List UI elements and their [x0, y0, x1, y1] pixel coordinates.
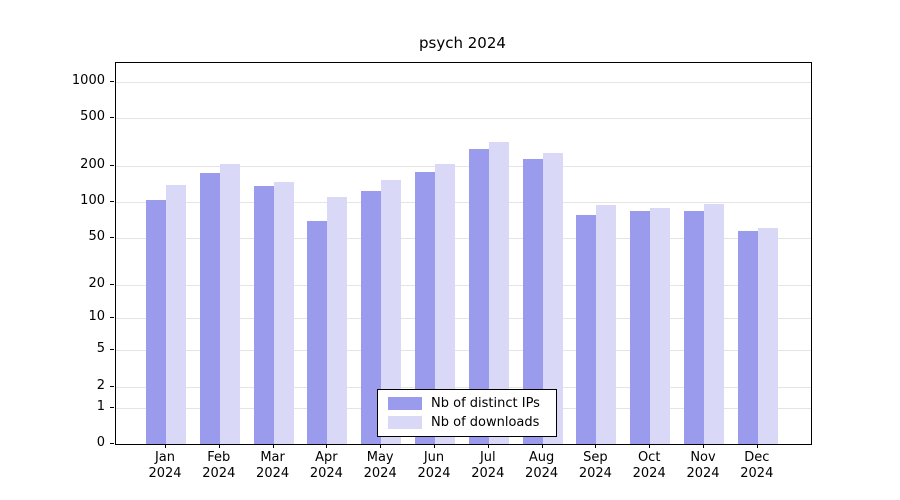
gridline	[116, 118, 811, 120]
x-tick-mark	[595, 444, 597, 448]
bar-downloads	[650, 207, 671, 444]
bar-downloads	[166, 184, 186, 444]
x-tick-label: Oct 2024	[632, 450, 666, 481]
gridline	[116, 284, 811, 286]
bar-distinct-ips	[468, 148, 489, 444]
y-tick-mark	[110, 385, 114, 387]
x-tick-label: Nov 2024	[686, 450, 720, 481]
chart-title: psych 2024	[419, 34, 506, 52]
y-tick-label: 5	[96, 341, 105, 357]
x-tick-label: Jun 2024	[417, 450, 451, 481]
x-tick-label: Dec 2024	[740, 450, 774, 481]
legend: Nb of distinct IPs Nb of downloads	[377, 389, 557, 437]
gridline	[116, 166, 811, 168]
x-tick-mark	[165, 444, 166, 448]
bar-distinct-ips	[630, 210, 651, 444]
legend-item-distinct-ips: Nb of distinct IPs	[388, 396, 546, 411]
x-tick-mark	[218, 444, 220, 448]
x-tick-mark	[272, 444, 274, 448]
x-tick-label: Apr 2024	[309, 450, 343, 481]
bar-downloads	[327, 197, 348, 444]
bar-distinct-ips	[146, 199, 166, 444]
legend-item-downloads: Nb of downloads	[388, 415, 546, 430]
bar-distinct-ips	[737, 231, 758, 444]
bar-downloads	[542, 152, 563, 444]
x-tick-mark	[326, 444, 328, 448]
gridline	[116, 238, 811, 240]
x-tick-mark	[380, 444, 382, 448]
plot-area	[115, 62, 812, 445]
bar-downloads	[381, 179, 402, 444]
x-tick-mark	[756, 444, 758, 448]
y-tick-mark	[110, 317, 114, 319]
bar-distinct-ips	[522, 158, 543, 444]
x-tick-label: Jan 2024	[148, 450, 182, 481]
x-tick-mark	[649, 444, 651, 448]
y-tick-label: 50	[88, 229, 105, 245]
x-tick-label: Aug 2024	[525, 450, 559, 481]
x-tick-mark	[703, 444, 704, 448]
bar-distinct-ips	[684, 211, 704, 444]
y-tick-mark	[110, 81, 114, 83]
y-tick-mark	[110, 406, 114, 408]
x-tick-label: Sep 2024	[578, 450, 612, 481]
y-tick-mark	[110, 165, 114, 167]
x-tick-label: Jul 2024	[471, 450, 505, 481]
bar-distinct-ips	[361, 190, 382, 444]
bar-downloads	[704, 204, 724, 444]
y-tick-label: 0	[96, 435, 105, 450]
bar-downloads	[219, 163, 240, 444]
x-tick-mark	[434, 444, 435, 448]
gridline	[116, 318, 811, 320]
y-tick-mark	[110, 237, 114, 239]
y-tick-label: 10	[88, 309, 105, 325]
bar-distinct-ips	[199, 173, 220, 444]
legend-label-distinct-ips: Nb of distinct IPs	[431, 396, 540, 411]
gridline	[116, 350, 811, 352]
x-tick-label: May 2024	[363, 450, 397, 481]
x-tick-mark	[487, 444, 489, 448]
x-tick-label: Mar 2024	[256, 450, 290, 481]
y-tick-label: 100	[80, 193, 105, 209]
y-tick-label: 1	[96, 398, 105, 414]
y-tick-mark	[110, 201, 114, 203]
bar-downloads	[596, 204, 617, 444]
y-tick-mark	[110, 443, 114, 444]
y-tick-label: 20	[88, 275, 105, 291]
x-tick-mark	[541, 444, 543, 448]
y-tick-label: 1000	[71, 73, 105, 89]
bar-distinct-ips	[253, 185, 274, 444]
y-tick-mark	[110, 283, 114, 285]
bar-distinct-ips	[307, 220, 328, 444]
y-tick-label: 200	[80, 157, 105, 173]
gridline	[116, 82, 811, 84]
bar-downloads	[435, 163, 455, 444]
y-tick-mark	[110, 117, 114, 119]
y-tick-label: 500	[80, 109, 105, 125]
bar-downloads	[273, 181, 294, 444]
bar-downloads	[488, 141, 509, 444]
bar-distinct-ips	[415, 171, 435, 444]
gridline	[116, 386, 811, 388]
y-tick-label: 2	[96, 377, 105, 393]
gridline	[116, 202, 811, 204]
y-tick-mark	[110, 349, 114, 351]
legend-swatch-downloads	[388, 416, 422, 429]
bar-downloads	[757, 227, 778, 444]
bar-distinct-ips	[576, 215, 597, 444]
legend-label-downloads: Nb of downloads	[431, 415, 540, 430]
x-tick-label: Feb 2024	[202, 450, 236, 481]
legend-swatch-distinct-ips	[388, 397, 422, 410]
